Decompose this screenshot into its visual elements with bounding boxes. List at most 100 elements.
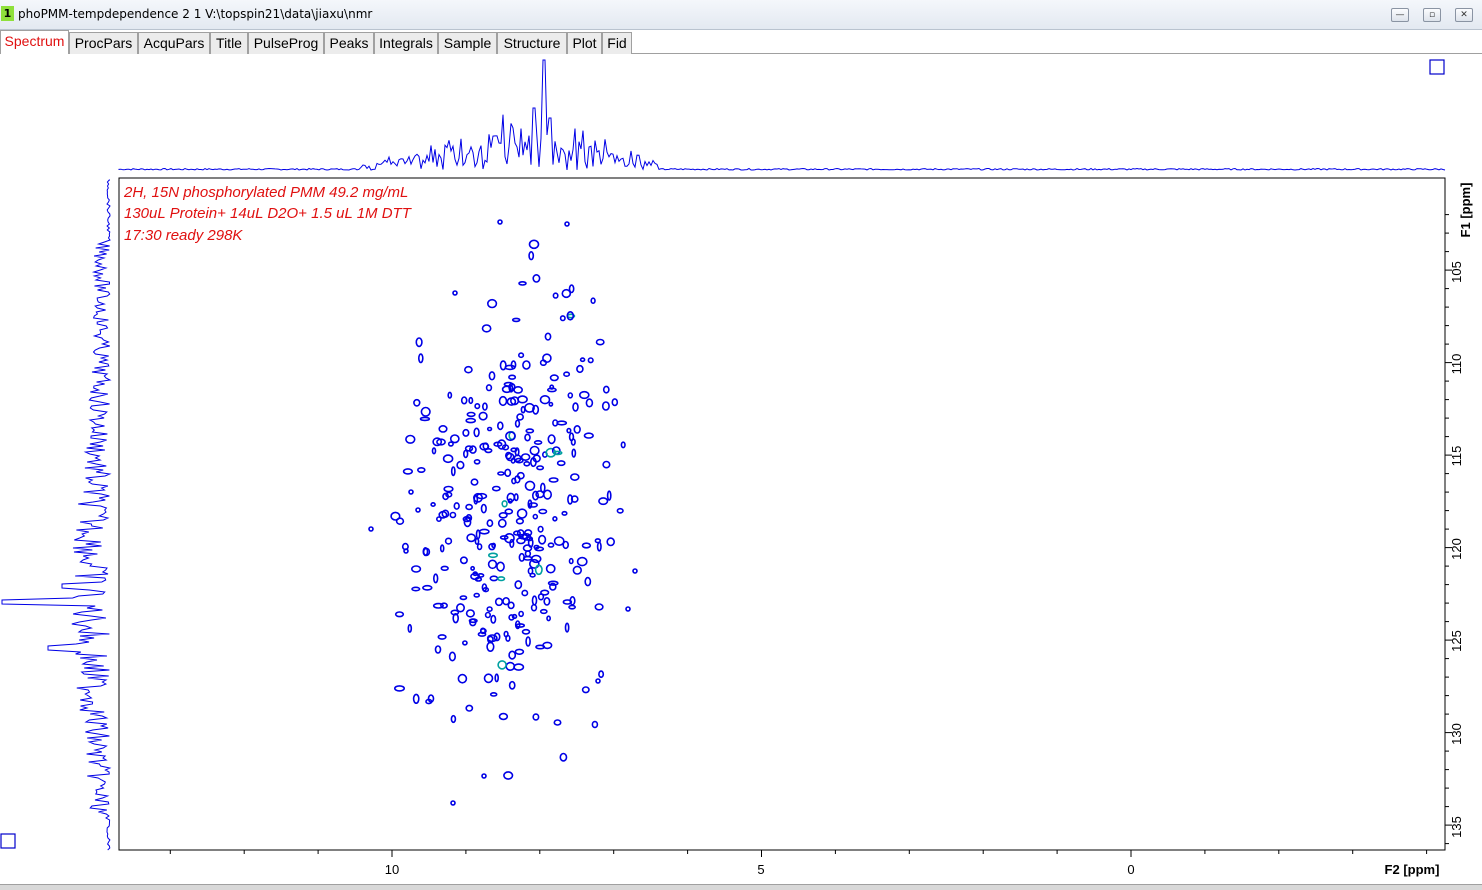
tab-structure[interactable]: Structure <box>497 32 567 54</box>
f1-tick-135: 135 <box>1449 816 1464 838</box>
contour-peak <box>542 641 553 650</box>
contour-peak <box>559 315 566 322</box>
f2-axis-label: F2 [ppm] <box>1385 862 1440 877</box>
contour-peak <box>508 680 516 690</box>
contour-peak <box>561 510 568 516</box>
contour-peak <box>463 516 472 528</box>
f1-tick-130: 130 <box>1449 723 1464 745</box>
contour-peak <box>531 490 539 501</box>
contour-peak <box>463 449 469 459</box>
contour-peak <box>417 353 424 364</box>
tab-pulseprog[interactable]: PulseProg <box>248 32 324 54</box>
contour-peak <box>549 374 559 382</box>
contour-peak <box>434 645 442 654</box>
contour-peak <box>494 597 504 607</box>
contour-peak <box>402 468 414 475</box>
contour-peak <box>516 529 525 538</box>
spectrum-plot-frame[interactable] <box>118 177 1446 851</box>
contour-peak <box>474 576 483 582</box>
contour-peak <box>498 511 508 519</box>
contour-peak <box>415 337 423 348</box>
contour-peak <box>510 447 518 453</box>
contour-peak <box>465 503 473 511</box>
contour-peak <box>472 492 483 503</box>
contour-peak <box>447 391 453 399</box>
contour-peak <box>405 434 416 444</box>
spectrum-svg[interactable]: 2H, 15N phosphorylated PMM 49.2 mg/mL 13… <box>0 54 1482 884</box>
contour-peak <box>517 395 528 404</box>
contour-peak <box>547 542 555 548</box>
contour-peak <box>449 511 457 519</box>
contour-peak <box>521 628 531 635</box>
close-button[interactable]: ✕ <box>1455 8 1473 22</box>
spectrum-view[interactable]: 2H, 15N phosphorylated PMM 49.2 mg/mL 13… <box>0 54 1482 884</box>
contour-peak <box>571 448 577 458</box>
contour-peak <box>521 589 529 597</box>
contour-peak <box>562 599 573 605</box>
contour-peak <box>606 490 612 501</box>
tab-acqupars[interactable]: AcquPars <box>138 32 210 54</box>
contour-peak <box>491 485 501 492</box>
contour-peak <box>420 406 431 417</box>
contour-peak <box>427 694 435 703</box>
contour-peak <box>450 800 456 806</box>
contour-peak <box>487 552 498 559</box>
contour-peak <box>517 352 525 359</box>
contour-peak <box>516 508 528 519</box>
restore-button[interactable]: ▫ <box>1423 8 1441 22</box>
contour-peak <box>527 537 534 548</box>
tab-fid[interactable]: Fid <box>602 32 632 54</box>
tab-title[interactable]: Title <box>210 32 248 54</box>
contour-peak <box>518 610 524 618</box>
contour-peak <box>466 533 477 543</box>
tab-plot[interactable]: Plot <box>567 32 602 54</box>
tab-sample[interactable]: Sample <box>438 32 497 54</box>
contour-peak <box>572 565 582 575</box>
contour-peak <box>510 360 517 370</box>
contour-peak <box>497 219 503 225</box>
contour-peak <box>511 317 521 323</box>
contour-peak <box>441 509 450 518</box>
contour-peak <box>497 660 507 670</box>
contour-peak <box>430 501 436 507</box>
contour-peak <box>431 447 437 455</box>
contour-peak <box>543 597 551 606</box>
contour-peak <box>564 622 570 633</box>
contour-peak <box>532 513 539 520</box>
window-number-badge: 1 <box>1 6 14 21</box>
contour-peak <box>548 401 554 407</box>
minimize-button[interactable]: — <box>1391 8 1409 22</box>
contour-peak <box>525 428 535 434</box>
contour-peak <box>583 432 594 439</box>
contour-peak <box>480 503 487 514</box>
contour-peak <box>530 603 538 612</box>
spectrum-title-line-2: 130uL Protein+ 14uL D2O+ 1.5 uL 1M DTT <box>124 205 413 222</box>
contour-peak <box>509 538 515 549</box>
contour-peak <box>503 771 514 780</box>
contour-peak <box>496 561 505 572</box>
contour-peak <box>528 251 535 261</box>
contour-peak <box>484 611 492 619</box>
contour-peak <box>529 445 540 456</box>
contour-peak <box>596 541 602 552</box>
contour-peak <box>516 413 524 421</box>
tab-integrals[interactable]: Integrals <box>374 32 438 54</box>
contour-peak <box>590 297 596 305</box>
contour-peak <box>616 507 624 514</box>
contour-peak <box>486 634 498 643</box>
contour-peak <box>536 465 545 471</box>
contour-peak <box>468 445 477 454</box>
contour-peak <box>528 558 540 569</box>
contour-peak <box>625 606 631 612</box>
tab-spectrum[interactable]: Spectrum <box>0 30 69 54</box>
f1-axis <box>1445 214 1452 845</box>
contour-peak <box>487 559 498 570</box>
contour-peak <box>368 526 374 532</box>
contour-peak <box>412 693 420 704</box>
left-projection-box[interactable] <box>0 833 16 849</box>
contour-peak <box>505 452 515 462</box>
tab-peaks[interactable]: Peaks <box>324 32 374 54</box>
top-projection-box[interactable] <box>1429 59 1445 75</box>
tab-procpars[interactable]: ProcPars <box>69 32 138 54</box>
f2-tick-10: 10 <box>385 862 399 877</box>
